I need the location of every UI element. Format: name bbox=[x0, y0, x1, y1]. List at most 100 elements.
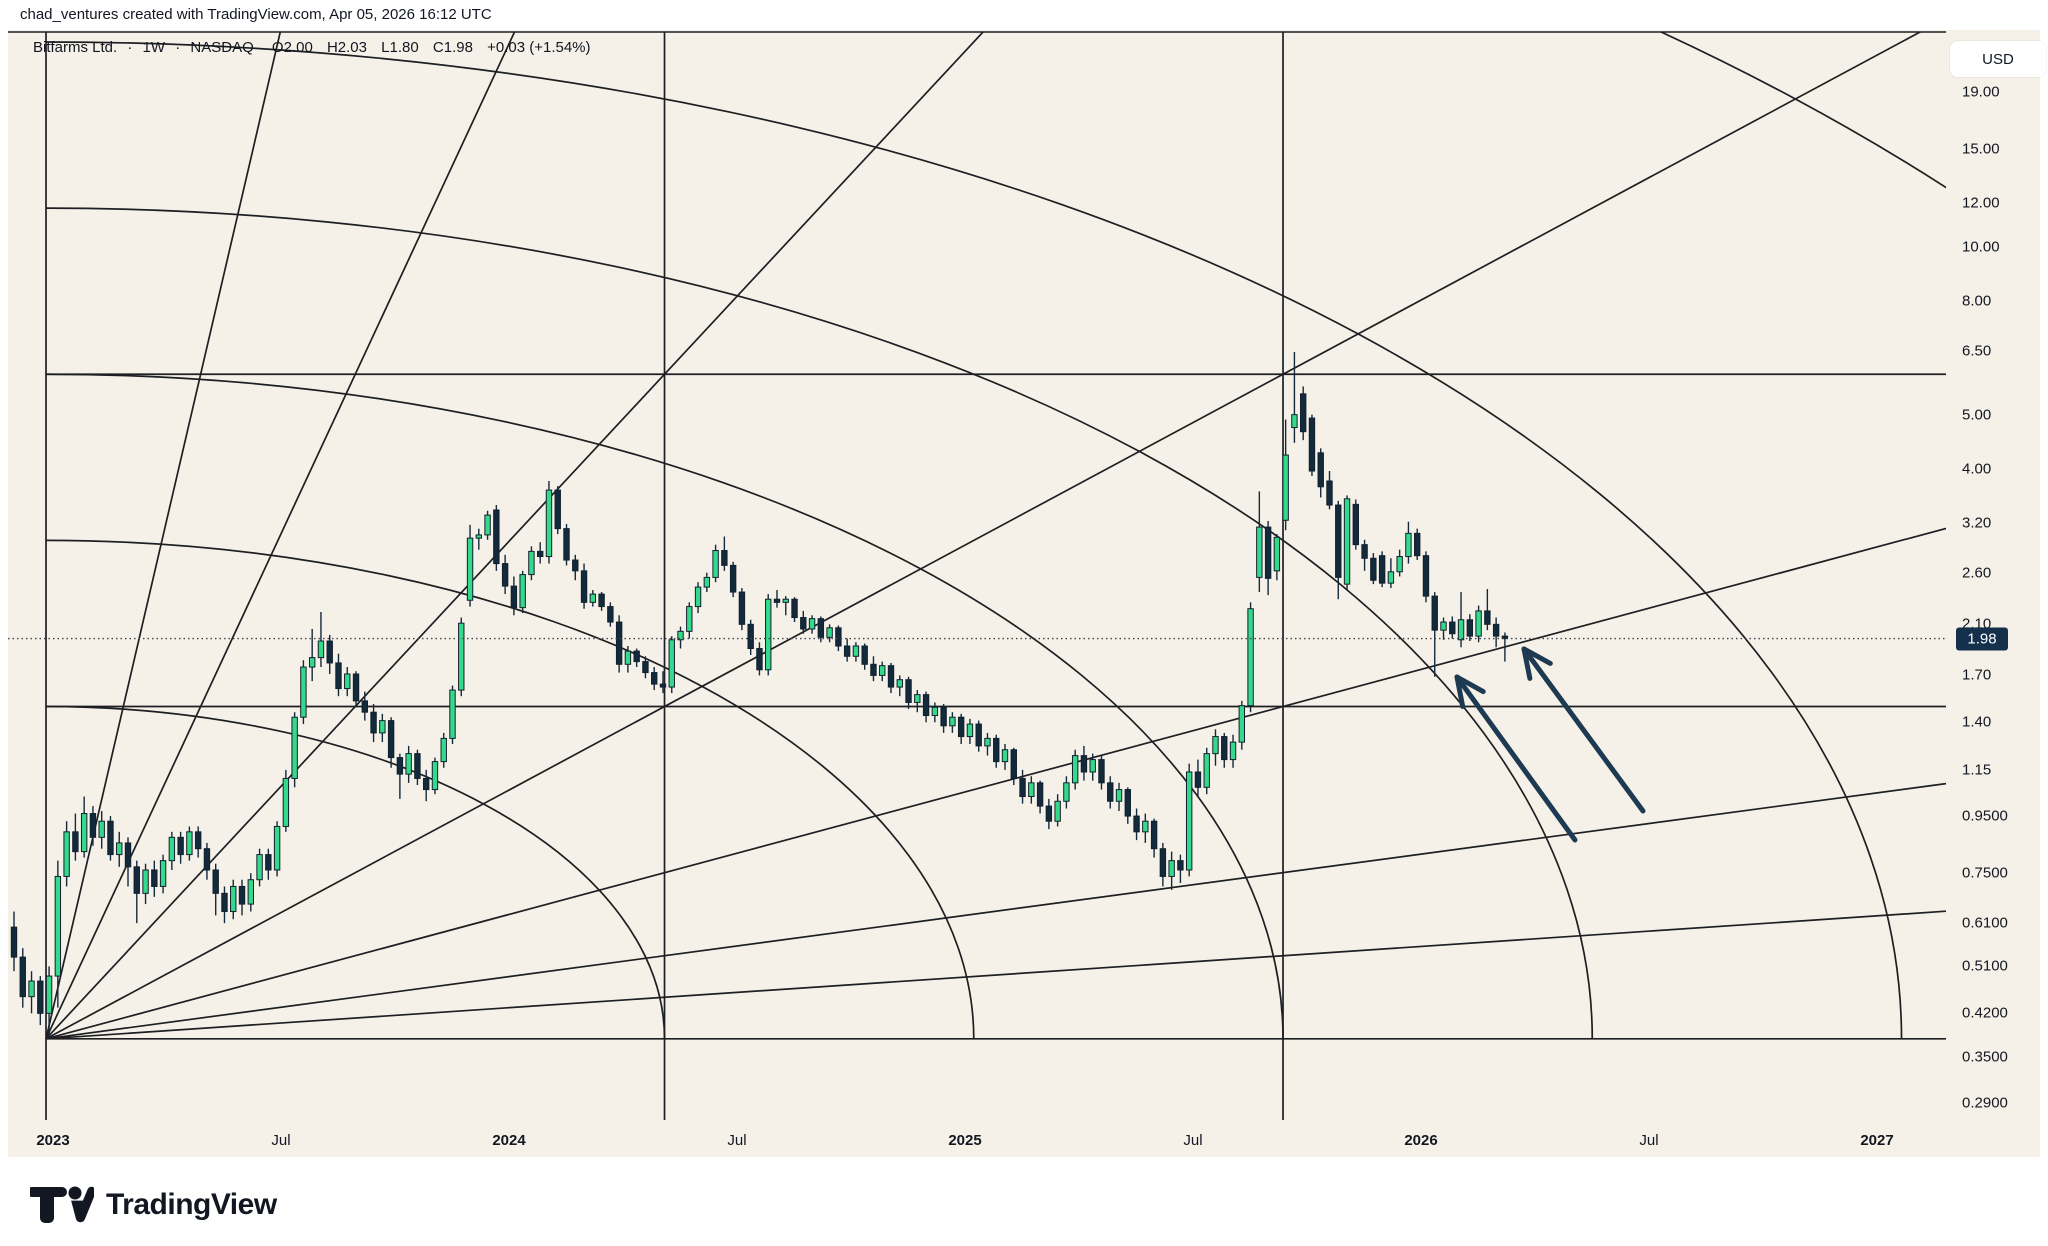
candle bbox=[580, 563, 588, 609]
candle bbox=[414, 749, 421, 786]
candle bbox=[265, 848, 272, 880]
candle bbox=[1335, 500, 1342, 600]
candle bbox=[1378, 551, 1386, 588]
symbol-legend[interactable]: Bitfarms Ltd. · 1W · NASDAQ O2.00 H2.03 … bbox=[33, 39, 607, 56]
candle bbox=[396, 753, 404, 799]
candle bbox=[712, 544, 719, 583]
candle bbox=[1492, 617, 1500, 648]
time-axis-label: 2024 bbox=[492, 1132, 526, 1149]
price-axis-label: 2.60 bbox=[1962, 564, 1992, 582]
price-axis-label: 0.4200 bbox=[1962, 1004, 2008, 1022]
candle bbox=[747, 619, 754, 655]
candle bbox=[352, 671, 360, 708]
time-axis-label: Jul bbox=[1639, 1132, 1659, 1149]
candle bbox=[203, 842, 211, 880]
legend-close: C1.98 bbox=[432, 39, 473, 56]
candle bbox=[19, 948, 26, 1008]
candle bbox=[668, 636, 675, 694]
candle bbox=[677, 626, 684, 649]
candle bbox=[510, 576, 518, 616]
candle bbox=[387, 717, 395, 768]
arrow-annotation[interactable] bbox=[1454, 674, 1578, 843]
candle bbox=[1124, 787, 1131, 824]
candle bbox=[598, 592, 605, 611]
candle bbox=[554, 486, 561, 535]
price-axis-label: 15.00 bbox=[1962, 140, 2000, 158]
candle bbox=[721, 536, 728, 571]
legend-separator: · bbox=[175, 39, 181, 56]
price-axis-label: 10.00 bbox=[1962, 238, 2000, 256]
candle bbox=[440, 732, 447, 768]
candle bbox=[221, 886, 228, 924]
candle bbox=[326, 634, 333, 674]
candle bbox=[975, 720, 982, 752]
candle bbox=[1299, 386, 1307, 441]
candle bbox=[300, 660, 307, 725]
candle bbox=[151, 860, 158, 897]
footer: TradingView bbox=[30, 1183, 277, 1227]
annotation-arrows[interactable] bbox=[1454, 646, 1646, 843]
candle bbox=[843, 638, 851, 662]
candle bbox=[1185, 763, 1193, 877]
price-axis-label: 4.00 bbox=[1962, 460, 1992, 478]
candle bbox=[817, 616, 825, 643]
time-axis-label: Jul bbox=[1183, 1132, 1203, 1149]
candle bbox=[1071, 749, 1079, 790]
candle bbox=[1449, 616, 1456, 639]
candle bbox=[949, 712, 956, 733]
candle bbox=[1133, 808, 1140, 841]
candle bbox=[1177, 854, 1184, 884]
legend-exchange: NASDAQ bbox=[190, 39, 254, 56]
tradingview-logo-icon[interactable] bbox=[30, 1183, 94, 1227]
candle bbox=[1264, 521, 1272, 596]
legend-open: O2.00 bbox=[271, 39, 313, 56]
price-axis-label: 0.9500 bbox=[1962, 807, 2008, 825]
candle bbox=[607, 602, 614, 627]
candle bbox=[922, 691, 930, 723]
gann-square-drawing[interactable] bbox=[45, 0, 2048, 1120]
candle bbox=[10, 911, 18, 972]
candle bbox=[273, 821, 281, 877]
currency-label: USD bbox=[1982, 50, 2014, 68]
candle bbox=[159, 854, 167, 894]
candle bbox=[694, 582, 702, 614]
candle bbox=[572, 554, 579, 581]
price-axis-label: 8.00 bbox=[1962, 292, 1992, 310]
legend-interval[interactable]: 1W bbox=[142, 39, 166, 56]
candle bbox=[422, 769, 430, 802]
candle bbox=[335, 653, 342, 697]
candle bbox=[28, 971, 35, 1014]
candle bbox=[1440, 617, 1447, 640]
candle bbox=[940, 704, 947, 733]
candle bbox=[308, 628, 316, 682]
candle bbox=[791, 597, 798, 623]
candle bbox=[1422, 551, 1430, 603]
time-axis-label: Jul bbox=[271, 1132, 291, 1149]
legend-symbol[interactable]: Bitfarms Ltd. bbox=[33, 39, 118, 56]
price-axis-label: 19.00 bbox=[1962, 83, 2000, 101]
candle bbox=[458, 617, 465, 697]
price-axis-label: 1.40 bbox=[1962, 713, 1992, 731]
candle bbox=[291, 712, 298, 788]
candle bbox=[703, 572, 711, 593]
candle bbox=[782, 596, 789, 616]
candle bbox=[519, 570, 526, 614]
candle bbox=[116, 831, 123, 867]
attribution-bar: chad_ventures created with TradingView.c… bbox=[20, 6, 492, 30]
arrow-annotation[interactable] bbox=[1521, 646, 1646, 814]
candle bbox=[1405, 521, 1412, 564]
candle bbox=[361, 691, 369, 721]
currency-toggle-button[interactable]: USD bbox=[1950, 41, 2046, 77]
candle bbox=[493, 505, 500, 571]
candle bbox=[1194, 759, 1202, 797]
tradingview-logo-text[interactable]: TradingView bbox=[106, 1188, 277, 1221]
candle bbox=[1221, 732, 1228, 768]
candle bbox=[107, 816, 114, 861]
time-axis-label: 2023 bbox=[36, 1132, 70, 1149]
candle bbox=[89, 806, 97, 846]
candle bbox=[1028, 776, 1035, 804]
candle bbox=[852, 642, 860, 662]
candle bbox=[738, 588, 746, 631]
candle bbox=[1387, 558, 1395, 589]
